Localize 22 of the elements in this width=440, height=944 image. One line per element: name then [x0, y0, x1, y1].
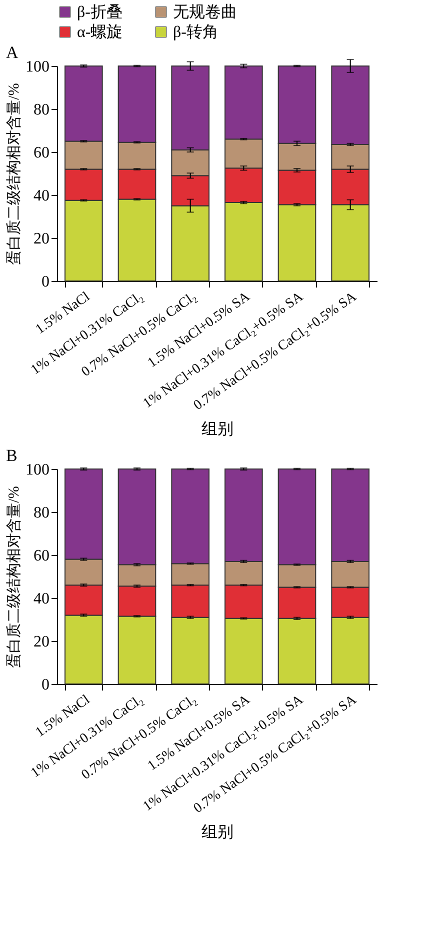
y-tick-label: 0 — [42, 676, 50, 694]
y-tick-label: 80 — [34, 504, 50, 522]
y-tick-label: 0 — [42, 274, 50, 290]
y-axis-title: 蛋白质二级结构相对含量/% — [6, 83, 22, 265]
y-tick-label: 60 — [34, 144, 50, 162]
y-tick-label: 40 — [34, 188, 50, 204]
y-tick-label: 80 — [34, 102, 50, 118]
y-tick-label: 20 — [34, 634, 50, 650]
y-tick-label: 100 — [26, 462, 50, 478]
legend-label: β-折叠 — [77, 4, 122, 21]
x-axis-title: 组别 — [202, 824, 234, 841]
y-tick-label: 100 — [26, 58, 50, 76]
chart-title: A — [6, 43, 19, 62]
legend-label: 无规卷曲 — [173, 3, 237, 21]
y-tick-label: 20 — [34, 230, 50, 248]
y-tick-label: 40 — [34, 590, 50, 608]
legend-label: β-转角 — [173, 24, 218, 41]
legend-label: α-螺旋 — [77, 23, 123, 41]
chart-title: B — [6, 446, 18, 465]
y-axis-title: 蛋白质二级结构相对含量/% — [6, 486, 22, 668]
x-axis-title: 组别 — [202, 420, 234, 438]
y-tick-label: 60 — [34, 548, 50, 564]
